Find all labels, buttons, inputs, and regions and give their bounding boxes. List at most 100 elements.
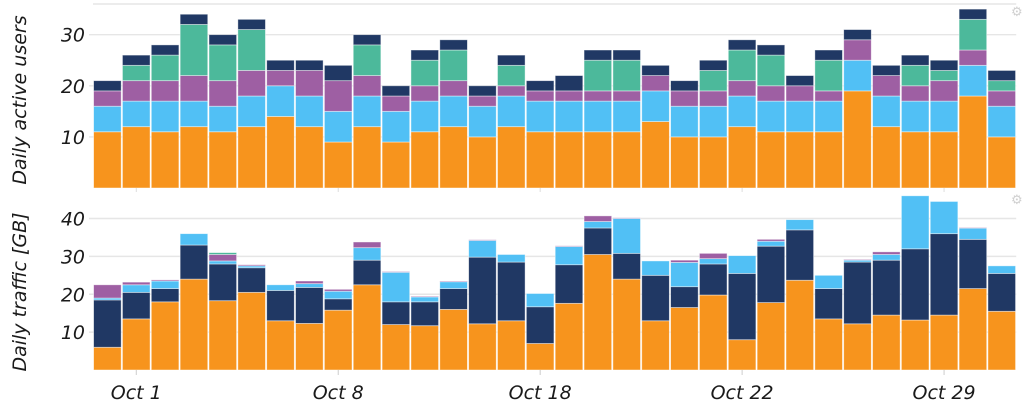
bar-segment-purple[interactable] — [612, 90, 641, 102]
bar-segment-purple[interactable] — [439, 280, 468, 283]
bar-segment-light-blue[interactable] — [958, 227, 988, 240]
bar-segment-orange[interactable] — [122, 318, 151, 371]
bar-segment-purple[interactable] — [583, 90, 613, 102]
bar-segment-green[interactable] — [699, 70, 728, 92]
bar-segment-orange[interactable] — [901, 131, 930, 189]
bar-segment-purple[interactable] — [554, 245, 584, 247]
bar-segment-navy[interactable] — [410, 49, 439, 61]
bar-segment-purple[interactable] — [381, 95, 411, 112]
bar-segment-orange[interactable] — [381, 324, 411, 371]
bar-segment-navy[interactable] — [266, 290, 295, 322]
bar-stack[interactable] — [497, 54, 526, 189]
bar-segment-light-blue[interactable] — [525, 100, 555, 133]
bar-segment-light-blue[interactable] — [670, 105, 699, 138]
bar-segment-green[interactable] — [814, 59, 843, 92]
bar-segment-orange[interactable] — [583, 131, 613, 189]
bar-segment-orange[interactable] — [929, 131, 959, 189]
bar-segment-light-blue[interactable] — [179, 100, 209, 128]
bar-segment-orange[interactable] — [583, 254, 613, 371]
bar-segment-purple[interactable] — [901, 85, 930, 102]
bar-segment-light-blue[interactable] — [468, 240, 497, 258]
bar-segment-light-blue[interactable] — [699, 258, 728, 265]
bar-stack[interactable] — [179, 233, 209, 371]
bar-segment-light-blue[interactable] — [410, 100, 439, 133]
bar-stack[interactable] — [237, 18, 266, 189]
bar-segment-light-blue[interactable] — [323, 110, 353, 143]
bar-segment-navy[interactable] — [179, 13, 209, 25]
bar-segment-orange[interactable] — [554, 131, 584, 189]
bar-segment-orange[interactable] — [929, 314, 959, 371]
bar-segment-orange[interactable] — [814, 318, 843, 371]
bar-stack[interactable] — [987, 265, 1016, 371]
bar-segment-navy[interactable] — [814, 49, 843, 61]
bar-segment-navy[interactable] — [756, 44, 786, 56]
bar-stack[interactable] — [122, 54, 151, 189]
bar-segment-navy[interactable] — [266, 59, 295, 71]
bar-segment-purple[interactable] — [381, 271, 411, 273]
bar-segment-purple[interactable] — [958, 227, 988, 229]
bar-stack[interactable] — [122, 281, 151, 371]
bar-stack[interactable] — [814, 274, 843, 371]
bar-stack[interactable] — [583, 49, 613, 189]
bar-segment-light-blue[interactable] — [872, 95, 901, 128]
bar-stack[interactable] — [843, 259, 872, 371]
bar-segment-navy[interactable] — [295, 287, 324, 324]
bar-segment-navy[interactable] — [439, 39, 468, 51]
bar-stack[interactable] — [670, 259, 699, 371]
bar-segment-light-blue[interactable] — [410, 296, 439, 303]
bar-stack[interactable] — [468, 239, 497, 371]
bar-stack[interactable] — [699, 59, 728, 189]
bar-stack[interactable] — [208, 34, 238, 189]
bar-segment-orange[interactable] — [93, 131, 122, 189]
bar-segment-purple[interactable] — [872, 75, 901, 97]
bar-segment-light-blue[interactable] — [756, 100, 786, 133]
bar-segment-purple[interactable] — [554, 90, 584, 102]
bar-segment-light-blue[interactable] — [814, 274, 843, 289]
bar-segment-orange[interactable] — [468, 323, 497, 371]
bar-segment-light-blue[interactable] — [295, 283, 324, 288]
bar-segment-orange[interactable] — [266, 116, 295, 189]
bar-segment-light-blue[interactable] — [929, 201, 959, 235]
bar-stack[interactable] — [901, 54, 930, 189]
bar-stack[interactable] — [612, 49, 641, 189]
settings-gear-icon[interactable]: ⚙ — [1011, 193, 1023, 208]
bar-segment-navy[interactable] — [843, 29, 872, 41]
bar-segment-purple[interactable] — [439, 80, 468, 97]
bar-segment-navy[interactable] — [785, 75, 815, 87]
bar-segment-orange[interactable] — [727, 126, 757, 189]
bar-stack[interactable] — [583, 215, 613, 371]
bar-stack[interactable] — [497, 254, 526, 371]
bar-segment-navy[interactable] — [497, 54, 526, 66]
bar-segment-purple[interactable] — [958, 49, 988, 66]
bar-segment-purple[interactable] — [670, 259, 699, 263]
bar-segment-purple[interactable] — [756, 238, 786, 242]
settings-gear-icon[interactable]: ⚙ — [1011, 5, 1023, 20]
bar-stack[interactable] — [352, 241, 382, 371]
bar-segment-navy[interactable] — [150, 288, 180, 303]
bar-segment-navy[interactable] — [814, 288, 843, 320]
bar-segment-purple[interactable] — [122, 281, 151, 286]
bar-segment-green[interactable] — [901, 64, 930, 87]
bar-segment-purple[interactable] — [583, 215, 613, 222]
bar-segment-green[interactable] — [497, 64, 526, 87]
bar-segment-purple[interactable] — [150, 80, 180, 102]
bar-segment-purple[interactable] — [93, 284, 122, 299]
bar-segment-light-blue[interactable] — [872, 254, 901, 261]
bar-segment-green[interactable] — [439, 49, 468, 82]
bar-segment-light-blue[interactable] — [295, 95, 324, 128]
bar-segment-orange[interactable] — [958, 95, 988, 189]
bar-segment-light-blue[interactable] — [583, 221, 613, 229]
bar-segment-purple[interactable] — [468, 95, 497, 107]
bar-segment-orange[interactable] — [641, 121, 670, 189]
bar-segment-navy[interactable] — [987, 273, 1016, 312]
bar-segment-light-blue[interactable] — [727, 255, 757, 274]
bar-segment-orange[interactable] — [410, 325, 439, 371]
bar-segment-navy[interactable] — [122, 291, 151, 320]
bar-segment-orange[interactable] — [756, 131, 786, 189]
bar-segment-orange[interactable] — [295, 323, 324, 371]
bar-segment-orange[interactable] — [295, 126, 324, 189]
bar-segment-light-blue[interactable] — [266, 85, 295, 117]
bar-stack[interactable] — [323, 64, 353, 189]
bar-segment-purple[interactable] — [237, 264, 266, 267]
bar-segment-orange[interactable] — [439, 309, 468, 371]
